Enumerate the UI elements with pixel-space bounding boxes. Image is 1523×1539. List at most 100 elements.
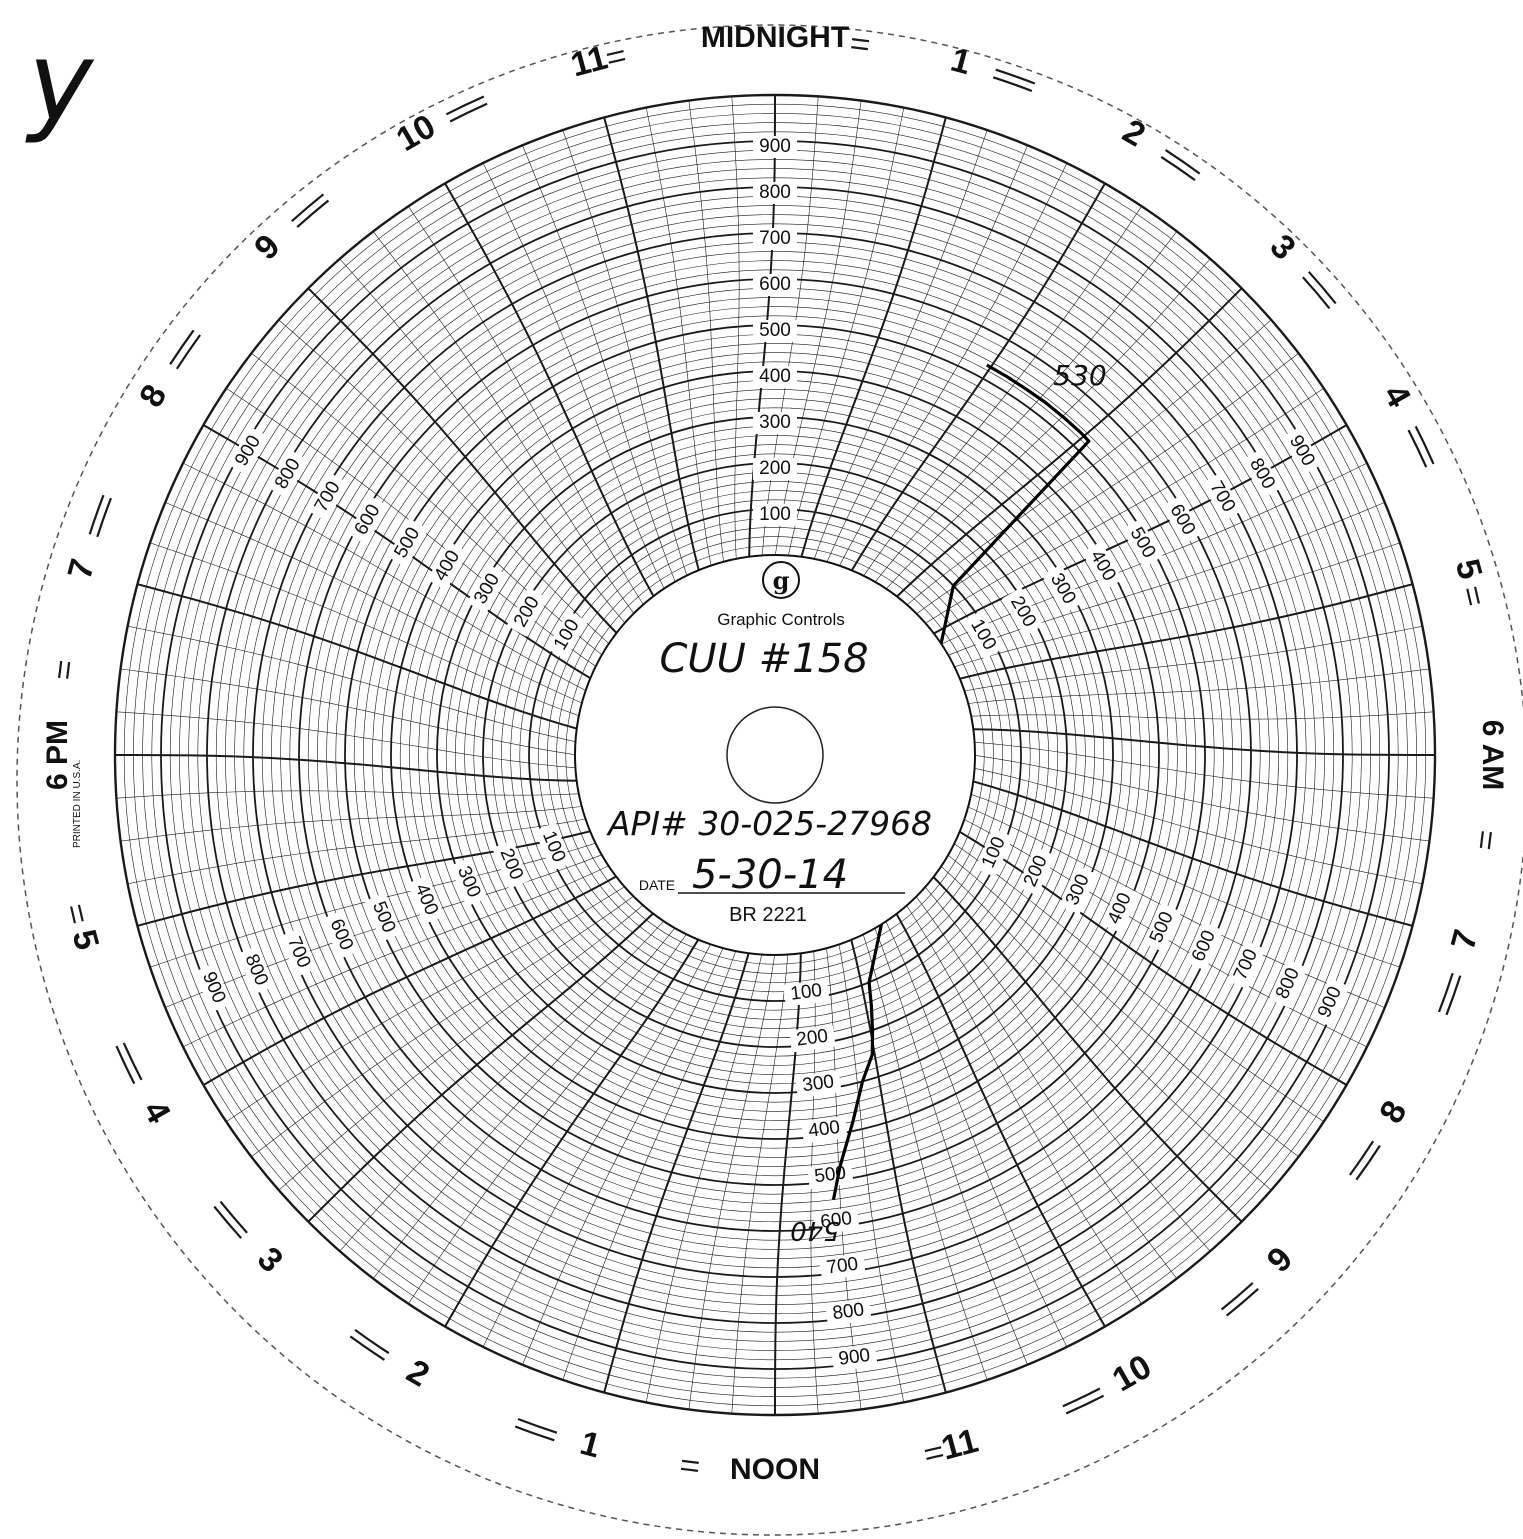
ring-label: 500 bbox=[759, 320, 791, 341]
hour-band-bar bbox=[1445, 975, 1462, 1016]
value-ring-minor bbox=[280, 260, 1270, 1250]
hour-label: 6 PM bbox=[41, 720, 74, 790]
hour-arc bbox=[895, 913, 1106, 1328]
ring-label-bg bbox=[753, 504, 797, 526]
printed-note: PRINTED IN U.S.A. bbox=[72, 760, 83, 848]
hour-band-bar bbox=[169, 329, 195, 365]
ring-label-bg bbox=[1161, 495, 1203, 545]
hour-label: MIDNIGHT bbox=[701, 21, 849, 54]
ring-label-bg bbox=[347, 495, 389, 545]
ring-label-bg bbox=[267, 449, 309, 499]
hour-band-bar bbox=[66, 661, 71, 679]
value-ring-minor bbox=[565, 545, 985, 965]
hour-band-bar bbox=[1062, 1387, 1101, 1408]
hour-band-bar bbox=[213, 1205, 243, 1239]
ring-label: 700 bbox=[825, 1254, 859, 1279]
hour-band-bar bbox=[1407, 429, 1428, 468]
ring-label-bg bbox=[753, 366, 797, 388]
ring-label-bg bbox=[1101, 884, 1140, 934]
ring-label-bg bbox=[753, 136, 797, 158]
hour-band-bar bbox=[1437, 972, 1454, 1013]
value-ring-minor bbox=[547, 527, 1003, 983]
ring-label: 200 bbox=[759, 458, 791, 479]
value-ring-minor bbox=[271, 251, 1279, 1259]
ring-label: 300 bbox=[801, 1071, 835, 1096]
hour-band-bar bbox=[1302, 276, 1331, 310]
ring-label: 700 bbox=[759, 228, 791, 249]
ring-label-bg bbox=[813, 1207, 860, 1235]
ring-label-bg bbox=[783, 979, 830, 1007]
ring-label-bg bbox=[753, 228, 797, 250]
ring-label-bg bbox=[307, 472, 349, 522]
handwritten-start-reading: 530 bbox=[1053, 359, 1106, 392]
hour-band-bar bbox=[354, 1329, 390, 1355]
hour-arc bbox=[850, 939, 947, 1393]
ring-label: 900 bbox=[759, 136, 791, 157]
ring-label-bg bbox=[227, 426, 270, 476]
hour-band-bar bbox=[1160, 155, 1196, 181]
brand-logo-icon: g bbox=[762, 561, 800, 599]
ring-label-bg bbox=[753, 274, 797, 296]
value-ring-minor bbox=[427, 407, 1123, 1103]
handwritten-date: 5-30-14 bbox=[692, 852, 848, 898]
major-grid bbox=[113, 93, 1437, 1417]
hour-arc bbox=[973, 780, 1413, 927]
ring-label: 200 bbox=[795, 1026, 829, 1051]
value-ring-minor bbox=[363, 343, 1187, 1167]
ring-label-bg bbox=[506, 587, 548, 637]
value-ring-minor bbox=[556, 536, 994, 974]
hour-arc bbox=[850, 182, 1106, 571]
ring-label-bg bbox=[1280, 426, 1323, 476]
hour-band-bar bbox=[1225, 1287, 1259, 1317]
hour-band-bar bbox=[77, 904, 84, 922]
hour-band-bar bbox=[1307, 271, 1337, 305]
value-ring-minor bbox=[289, 269, 1261, 1241]
ring-label-bg bbox=[427, 541, 469, 591]
hour-band-bar bbox=[296, 199, 330, 228]
ring-label-bg bbox=[1059, 865, 1098, 915]
ring-label-bg bbox=[387, 518, 429, 568]
hour-band-bar bbox=[291, 193, 325, 223]
hour-band-bar bbox=[995, 68, 1036, 85]
value-ring-minor bbox=[225, 205, 1325, 1305]
hour-arc bbox=[444, 182, 655, 597]
hour-band-bar bbox=[606, 50, 624, 56]
ring-label-bg bbox=[407, 875, 445, 925]
hour-band-bar bbox=[851, 46, 869, 51]
ring-labels: 100 200 300 400 500 600 700 800 900 100 200 300 400 5… bbox=[194, 136, 1350, 1372]
hour-band-bar bbox=[115, 1045, 136, 1085]
ring-label-bg bbox=[1041, 564, 1084, 614]
value-ring-minor bbox=[501, 481, 1049, 1029]
hour-arc bbox=[800, 117, 947, 557]
handwritten-corner-mark: y bbox=[25, 18, 95, 146]
svg-text:g: g bbox=[773, 566, 790, 595]
hour-arc bbox=[307, 912, 654, 1223]
hour-band-bar bbox=[517, 1417, 558, 1434]
ring-label: 300 bbox=[759, 412, 791, 433]
value-ring-minor bbox=[519, 499, 1031, 1011]
hour-band-bar bbox=[88, 494, 105, 535]
value-ring-minor bbox=[317, 297, 1233, 1213]
ring-label-bg bbox=[1002, 587, 1044, 637]
ring-label-bg bbox=[492, 839, 530, 889]
ring-label-bg bbox=[795, 1070, 842, 1098]
value-ring-minor bbox=[464, 444, 1086, 1066]
ring-label-bg bbox=[819, 1252, 866, 1281]
value-ring-minor bbox=[326, 306, 1224, 1204]
hour-band-bar bbox=[1487, 831, 1492, 850]
ring-label-bg bbox=[534, 822, 572, 872]
ring-label-bg bbox=[1201, 472, 1243, 522]
value-ring-minor bbox=[510, 490, 1040, 1020]
hour-arc bbox=[115, 754, 577, 782]
ring-label-bg bbox=[194, 963, 232, 1013]
hour-band-bar bbox=[1065, 1394, 1105, 1415]
hour-band-bar bbox=[175, 334, 201, 370]
ring-label: 800 bbox=[759, 182, 791, 203]
ring-label: 600 bbox=[759, 274, 791, 295]
ring-label-bg bbox=[279, 927, 317, 978]
hour-band-bar bbox=[1355, 1145, 1381, 1181]
ring-label: 100 bbox=[759, 504, 791, 525]
hour-band-bar bbox=[96, 497, 113, 538]
ring-label-bg bbox=[364, 892, 402, 942]
ring-label-bg bbox=[237, 945, 275, 995]
